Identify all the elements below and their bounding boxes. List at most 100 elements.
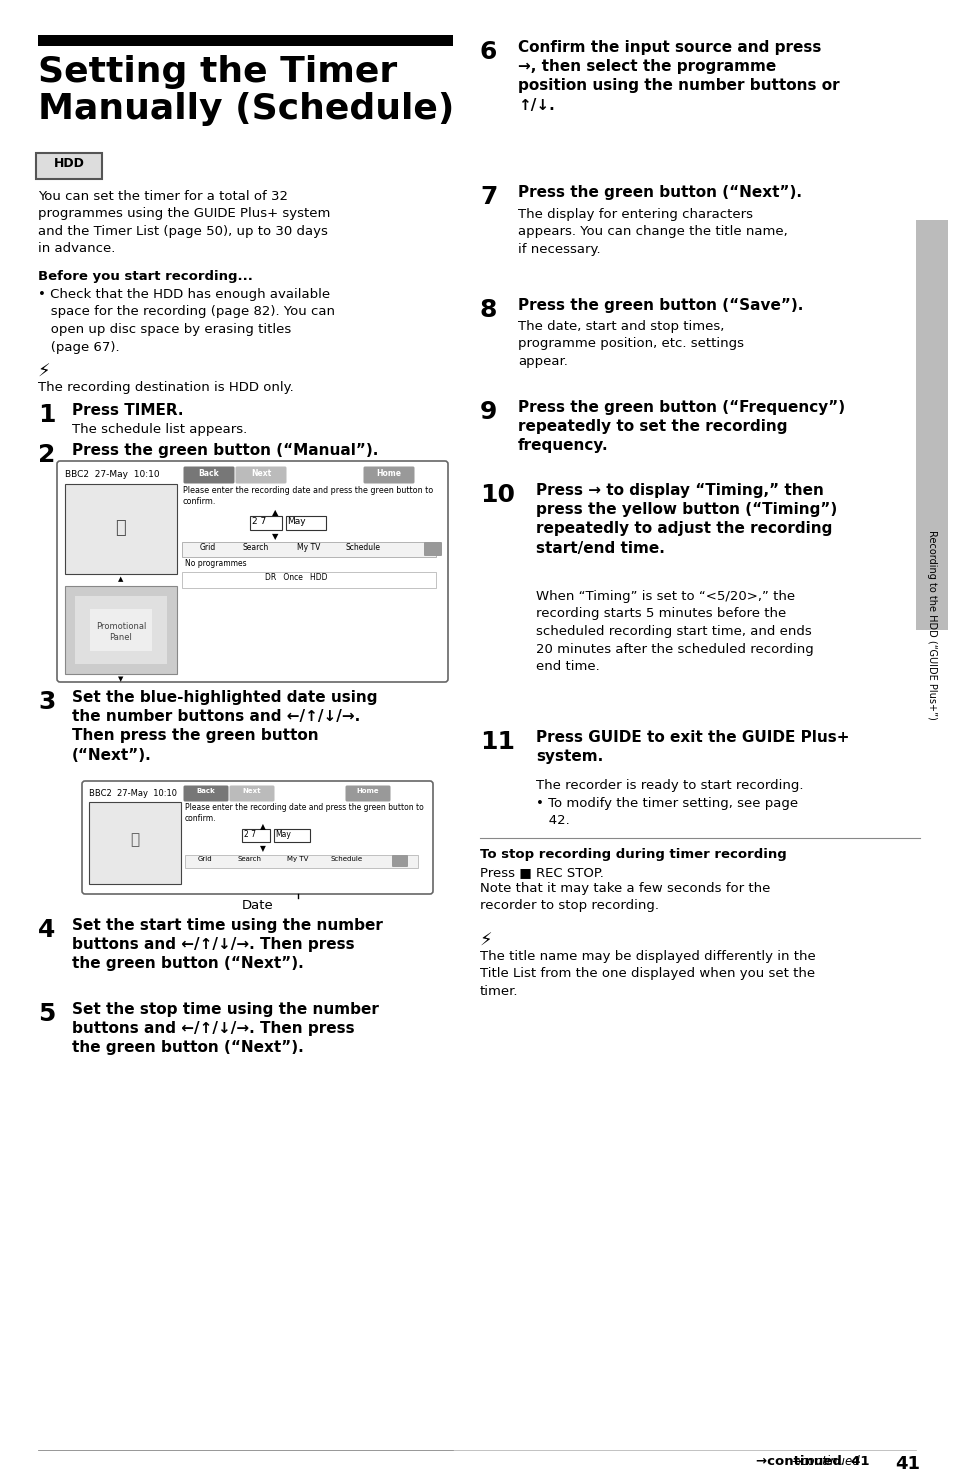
Text: 2: 2 <box>38 443 55 467</box>
Bar <box>65 586 177 673</box>
Bar <box>915 219 947 630</box>
Text: 🏃: 🏃 <box>115 519 126 537</box>
FancyBboxPatch shape <box>423 541 441 556</box>
Text: Press the green button (“Next”).: Press the green button (“Next”). <box>517 185 801 200</box>
Text: →continued  41: →continued 41 <box>756 1455 869 1468</box>
Text: ▼: ▼ <box>272 532 278 541</box>
Text: Back: Back <box>198 469 219 478</box>
Text: The display for entering characters
appears. You can change the title name,
if n: The display for entering characters appe… <box>517 208 787 257</box>
Text: 41: 41 <box>894 1455 919 1473</box>
Text: ⚡: ⚡ <box>38 363 51 381</box>
Text: No programmes: No programmes <box>185 559 247 568</box>
FancyBboxPatch shape <box>183 467 234 483</box>
Text: Grid: Grid <box>197 856 213 862</box>
FancyBboxPatch shape <box>82 782 433 894</box>
Text: The title name may be displayed differently in the
Title List from the one displ: The title name may be displayed differen… <box>479 951 815 998</box>
Text: To stop recording during timer recording: To stop recording during timer recording <box>479 848 786 862</box>
Text: Back: Back <box>196 787 215 793</box>
Text: ▲: ▲ <box>272 509 278 518</box>
Text: ⚡: ⚡ <box>479 931 492 951</box>
Text: My TV: My TV <box>287 856 309 862</box>
FancyBboxPatch shape <box>235 467 286 483</box>
FancyBboxPatch shape <box>230 786 274 801</box>
Text: 7: 7 <box>479 185 497 209</box>
Text: Set the blue-highlighted date using
the number buttons and ←/↑/↓/→.
Then press t: Set the blue-highlighted date using the … <box>71 690 377 762</box>
Text: 2 7: 2 7 <box>244 830 255 839</box>
Text: Search: Search <box>243 543 269 552</box>
Text: BBC2  27-May  10:10: BBC2 27-May 10:10 <box>65 470 159 479</box>
Text: Grid: Grid <box>200 543 216 552</box>
Text: →continued: →continued <box>790 1455 859 1468</box>
Text: ▲: ▲ <box>118 575 124 581</box>
Bar <box>65 577 177 584</box>
Text: DR   Once   HDD: DR Once HDD <box>265 572 327 581</box>
Text: Setting the Timer
Manually (Schedule): Setting the Timer Manually (Schedule) <box>38 55 454 126</box>
Text: Please enter the recording date and press the green button to
confirm.: Please enter the recording date and pres… <box>183 486 433 506</box>
Text: Press → to display “Timing,” then
press the yellow button (“Timing”)
repeatedly : Press → to display “Timing,” then press … <box>536 483 837 556</box>
FancyBboxPatch shape <box>392 856 408 868</box>
Bar <box>75 596 167 664</box>
Text: 5: 5 <box>38 1003 55 1026</box>
Text: May: May <box>287 518 305 526</box>
Bar <box>250 516 282 529</box>
Text: 🏃: 🏃 <box>131 832 139 847</box>
Text: • Check that the HDD has enough available
   space for the recording (page 82). : • Check that the HDD has enough availabl… <box>38 288 335 353</box>
Bar <box>90 610 152 651</box>
Text: Confirm the input source and press
→, then select the programme
position using t: Confirm the input source and press →, th… <box>517 40 839 113</box>
Text: Press ■ REC STOP.: Press ■ REC STOP. <box>479 866 603 879</box>
Text: Schedule: Schedule <box>345 543 380 552</box>
Text: ▼: ▼ <box>118 676 124 682</box>
Text: Set the stop time using the number
buttons and ←/↑/↓/→. Then press
the green but: Set the stop time using the number butto… <box>71 1003 378 1056</box>
Text: 11: 11 <box>479 730 515 753</box>
Text: ▼: ▼ <box>260 844 266 853</box>
Text: Press the green button (“Save”).: Press the green button (“Save”). <box>517 298 802 313</box>
Bar <box>274 829 310 842</box>
Text: The schedule list appears.: The schedule list appears. <box>71 423 247 436</box>
Text: 2 7: 2 7 <box>252 518 266 526</box>
Bar <box>182 541 436 558</box>
Bar <box>286 516 326 529</box>
Text: The recorder is ready to start recording.
• To modify the timer setting, see pag: The recorder is ready to start recording… <box>536 779 802 828</box>
Text: Please enter the recording date and press the green button to
confirm.: Please enter the recording date and pres… <box>185 802 423 823</box>
Text: 6: 6 <box>479 40 497 64</box>
Text: Schedule: Schedule <box>331 856 363 862</box>
Text: 8: 8 <box>479 298 497 322</box>
Text: When “Timing” is set to “<5/20>,” the
recording starts 5 minutes before the
sche: When “Timing” is set to “<5/20>,” the re… <box>536 590 813 673</box>
Text: The date, start and stop times,
programme position, etc. settings
appear.: The date, start and stop times, programm… <box>517 320 743 368</box>
Text: 1: 1 <box>38 403 55 427</box>
Text: 10: 10 <box>479 483 515 507</box>
Text: Press TIMER.: Press TIMER. <box>71 403 183 418</box>
Text: Home: Home <box>376 469 401 478</box>
FancyBboxPatch shape <box>345 786 390 801</box>
Text: Next: Next <box>242 787 261 793</box>
FancyBboxPatch shape <box>183 786 229 801</box>
Text: Set the start time using the number
buttons and ←/↑/↓/→. Then press
the green bu: Set the start time using the number butt… <box>71 918 382 971</box>
Text: Before you start recording...: Before you start recording... <box>38 270 253 283</box>
Text: Home: Home <box>356 787 379 793</box>
Text: My TV: My TV <box>297 543 320 552</box>
Text: The recording destination is HDD only.: The recording destination is HDD only. <box>38 381 294 394</box>
Text: Recording to the HDD (“GUIDE Plus+”): Recording to the HDD (“GUIDE Plus+”) <box>926 529 936 719</box>
Bar <box>185 856 417 868</box>
Text: BBC2  27-May  10:10: BBC2 27-May 10:10 <box>89 789 177 798</box>
Text: Date: Date <box>241 899 274 912</box>
Text: Press the green button (“Manual”).: Press the green button (“Manual”). <box>71 443 378 458</box>
Text: Search: Search <box>237 856 262 862</box>
Text: 3: 3 <box>38 690 55 713</box>
Text: ▲: ▲ <box>260 822 266 830</box>
Text: Note that it may take a few seconds for the
recorder to stop recording.: Note that it may take a few seconds for … <box>479 882 770 912</box>
Text: Next: Next <box>251 469 271 478</box>
Bar <box>242 829 270 842</box>
Bar <box>65 483 177 574</box>
Bar <box>89 802 181 884</box>
Text: You can set the timer for a total of 32
programmes using the GUIDE Plus+ system
: You can set the timer for a total of 32 … <box>38 190 330 255</box>
Text: May: May <box>274 830 291 839</box>
FancyBboxPatch shape <box>57 461 448 682</box>
Bar <box>182 572 436 587</box>
Text: 4: 4 <box>38 918 55 942</box>
Text: 9: 9 <box>479 400 497 424</box>
Text: Promotional
Panel: Promotional Panel <box>95 621 146 642</box>
FancyBboxPatch shape <box>36 153 102 179</box>
Text: Press GUIDE to exit the GUIDE Plus+
system.: Press GUIDE to exit the GUIDE Plus+ syst… <box>536 730 848 764</box>
Text: Press the green button (“Frequency”)
repeatedly to set the recording
frequency.: Press the green button (“Frequency”) rep… <box>517 400 844 454</box>
